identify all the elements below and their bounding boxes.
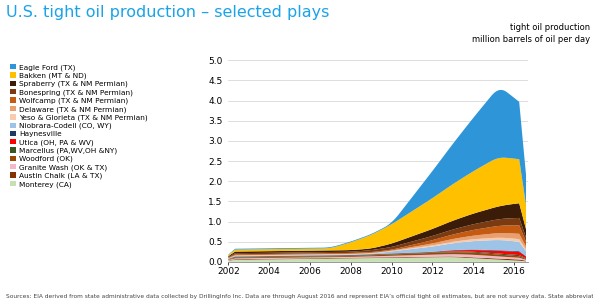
- Legend: Eagle Ford (TX), Bakken (MT & ND), Spraberry (TX & NM Permian), Bonespring (TX &: Eagle Ford (TX), Bakken (MT & ND), Sprab…: [9, 64, 148, 188]
- Text: million barrels of oil per day: million barrels of oil per day: [472, 35, 590, 44]
- Text: Sources: EIA derived from state administrative data collected by DrillingInfo In: Sources: EIA derived from state administ…: [6, 294, 593, 299]
- Text: U.S. tight oil production – selected plays: U.S. tight oil production – selected pla…: [6, 5, 329, 20]
- Text: tight oil production: tight oil production: [510, 23, 590, 32]
